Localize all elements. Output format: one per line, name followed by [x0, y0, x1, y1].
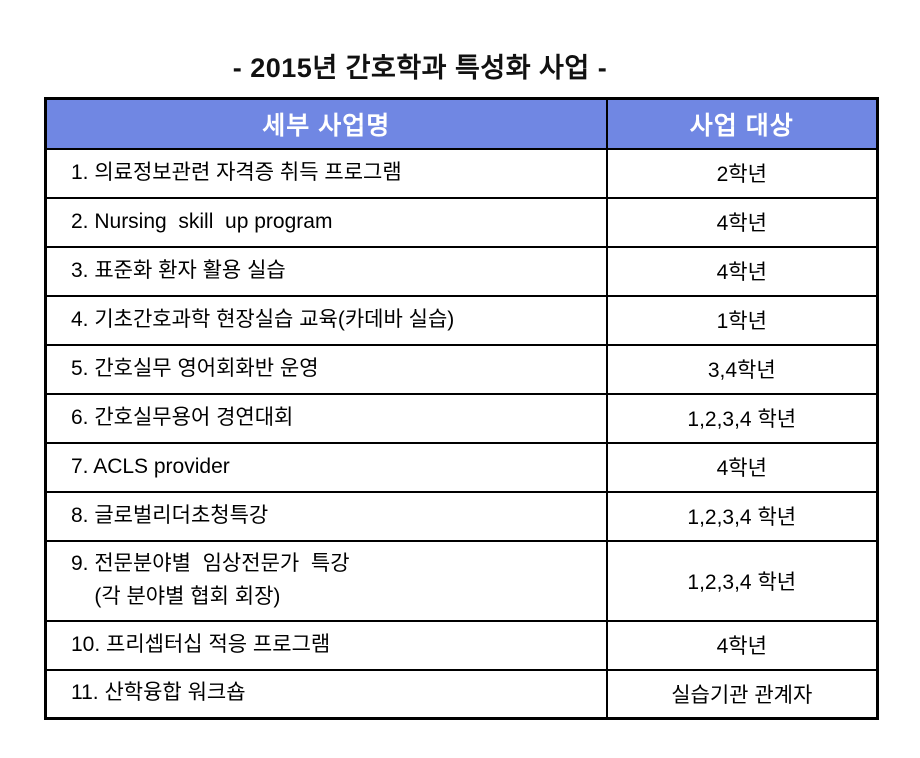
table-row: 3. 표준화 환자 활용 실습 4학년	[44, 245, 879, 297]
project-name-cell: 2. Nursing skill up program	[44, 196, 608, 248]
project-name-cell: 6. 간호실무용어 경연대회	[44, 392, 608, 444]
project-name-cell: 5. 간호실무 영어회화반 운영	[44, 343, 608, 395]
project-target-cell: 1,2,3,4 학년	[605, 490, 879, 542]
table-row: 4. 기초간호과학 현장실습 교육(카데바 실습) 1학년	[44, 294, 879, 346]
project-target-cell: 1학년	[605, 294, 879, 346]
project-name-cell: 11. 산학융합 워크숍	[44, 668, 608, 720]
project-target-cell: 3,4학년	[605, 343, 879, 395]
project-target-cell: 4학년	[605, 245, 879, 297]
project-name-cell: 10. 프리셉터십 적응 프로그램	[44, 619, 608, 671]
project-target-cell: 1,2,3,4 학년	[605, 392, 879, 444]
table-header-row: 세부 사업명 사업 대상	[44, 97, 879, 150]
project-target-cell: 4학년	[605, 619, 879, 671]
page-title: - 2015년 간호학과 특성화 사업 -	[232, 53, 608, 83]
table-row: 11. 산학융합 워크숍 실습기관 관계자	[44, 668, 879, 720]
table-row: 1. 의료정보관련 자격증 취득 프로그램 2학년	[44, 147, 879, 199]
table-row: 2. Nursing skill up program 4학년	[44, 196, 879, 248]
project-name-cell: 4. 기초간호과학 현장실습 교육(카데바 실습)	[44, 294, 608, 346]
table-row: 7. ACLS provider 4학년	[44, 441, 879, 493]
project-target-cell: 4학년	[605, 196, 879, 248]
table-header-name: 세부 사업명	[44, 97, 608, 150]
project-name-cell: 9. 전문분야별 임상전문가 특강 (각 분야별 협회 회장)	[44, 539, 608, 622]
project-table: 세부 사업명 사업 대상 1. 의료정보관련 자격증 취득 프로그램 2학년 2…	[44, 97, 879, 720]
project-target-cell: 1,2,3,4 학년	[605, 539, 879, 622]
table-row: 5. 간호실무 영어회화반 운영 3,4학년	[44, 343, 879, 395]
project-name-cell: 8. 글로벌리더초청특강	[44, 490, 608, 542]
project-name-cell: 1. 의료정보관련 자격증 취득 프로그램	[44, 147, 608, 199]
project-target-cell: 실습기관 관계자	[605, 668, 879, 720]
project-target-cell: 2학년	[605, 147, 879, 199]
table-row: 6. 간호실무용어 경연대회 1,2,3,4 학년	[44, 392, 879, 444]
project-target-cell: 4학년	[605, 441, 879, 493]
table-header-target: 사업 대상	[605, 97, 879, 150]
project-name-cell: 7. ACLS provider	[44, 441, 608, 493]
table-row: 9. 전문분야별 임상전문가 특강 (각 분야별 협회 회장) 1,2,3,4 …	[44, 539, 879, 622]
table-row: 10. 프리셉터십 적응 프로그램 4학년	[44, 619, 879, 671]
table-row: 8. 글로벌리더초청특강 1,2,3,4 학년	[44, 490, 879, 542]
project-name-cell: 3. 표준화 환자 활용 실습	[44, 245, 608, 297]
